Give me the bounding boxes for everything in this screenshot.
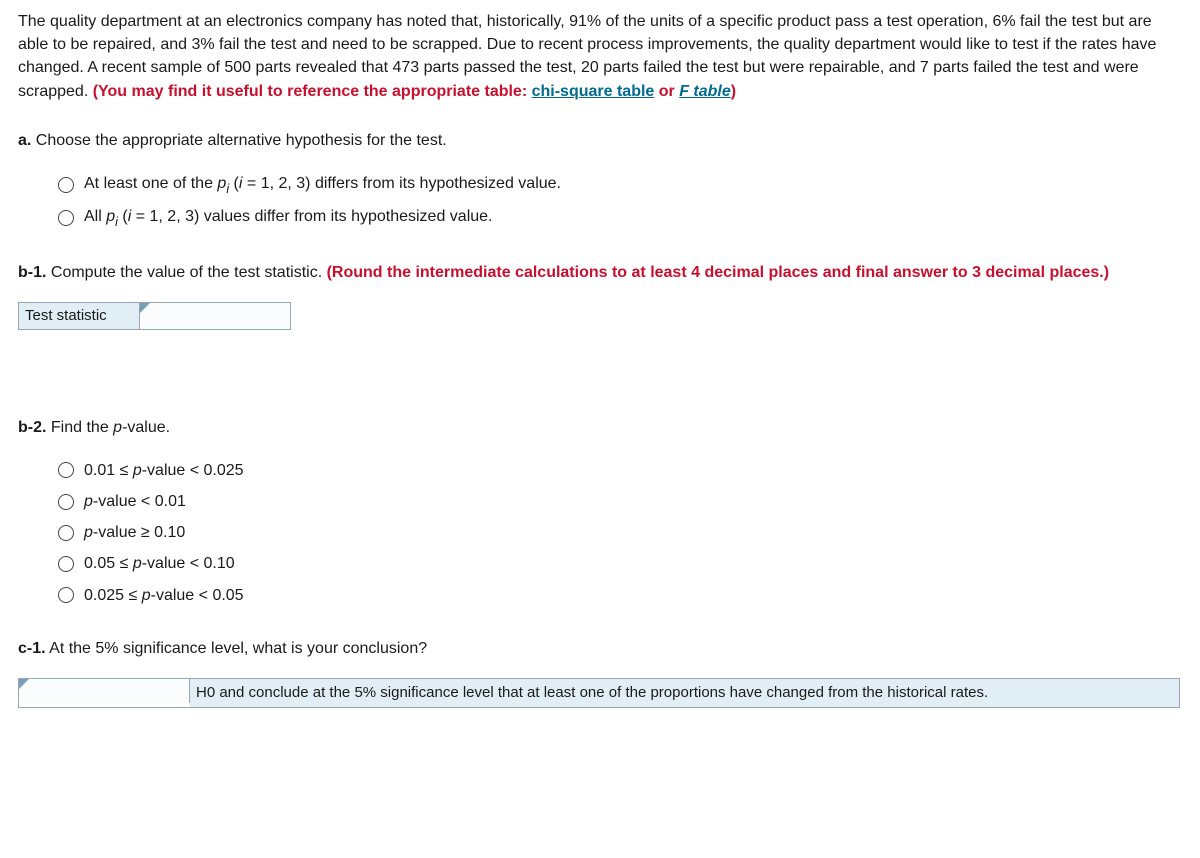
conclusion-text: H0 and conclude at the 5% significance l…: [190, 679, 1179, 707]
o5b: -value < 0.05: [151, 587, 244, 604]
radio-icon[interactable]: [58, 556, 74, 572]
option-a2-text: All pi (i = 1, 2, 3) values differ from …: [84, 205, 493, 230]
part-c1-text: At the 5% significance level, what is yo…: [46, 640, 428, 657]
part-a-options: At least one of the pi (i = 1, 2, 3) dif…: [58, 172, 1182, 231]
option-b2-5-text: 0.025 ≤ p-value < 0.05: [84, 584, 244, 607]
opt1-post: (i = 1, 2, 3) differs from its hypothesi…: [229, 175, 561, 192]
option-b2-2-text: p-value < 0.01: [84, 490, 186, 513]
option-b2-1[interactable]: 0.01 ≤ p-value < 0.025: [58, 459, 1182, 482]
o1b: -value < 0.025: [142, 462, 244, 479]
radio-icon[interactable]: [58, 494, 74, 510]
opt1-sub: i: [226, 182, 229, 196]
option-b2-4[interactable]: 0.05 ≤ p-value < 0.10: [58, 552, 1182, 575]
part-b2-label: b-2.: [18, 419, 46, 436]
o2p: p: [84, 493, 93, 510]
part-b1-label: b-1.: [18, 264, 46, 281]
part-c1-label: c-1.: [18, 640, 46, 657]
question-page: The quality department at an electronics…: [0, 0, 1200, 738]
opt2-pre: All: [84, 208, 106, 225]
option-b2-4-text: 0.05 ≤ p-value < 0.10: [84, 552, 235, 575]
part-b2-heading: b-2. Find the p-value.: [18, 416, 1182, 439]
radio-icon[interactable]: [58, 462, 74, 478]
test-statistic-label: Test statistic: [19, 302, 140, 329]
problem-statement: The quality department at an electronics…: [18, 10, 1182, 103]
option-a1-text: At least one of the pi (i = 1, 2, 3) dif…: [84, 172, 561, 197]
o3b: -value ≥ 0.10: [93, 524, 185, 541]
o1a: 0.01 ≤: [84, 462, 133, 479]
opt1-p: p: [217, 175, 226, 192]
o4a: 0.05 ≤: [84, 555, 133, 572]
o3p: p: [84, 524, 93, 541]
opt2-p: p: [106, 208, 115, 225]
option-b2-1-text: 0.01 ≤ p-value < 0.025: [84, 459, 244, 482]
f-table-link[interactable]: F table: [679, 83, 731, 100]
opt2-sub: i: [115, 215, 118, 229]
part-b2-options: 0.01 ≤ p-value < 0.025 p-value < 0.01 p-…: [58, 459, 1182, 607]
o5a: 0.025 ≤: [84, 587, 142, 604]
conclusion-dropdown[interactable]: [19, 679, 190, 703]
input-corner-icon: [19, 679, 29, 689]
radio-icon[interactable]: [58, 587, 74, 603]
test-statistic-table: Test statistic: [18, 302, 291, 330]
o2b: -value < 0.01: [93, 493, 186, 510]
part-b1-text: Compute the value of the test statistic.: [46, 264, 326, 281]
option-b2-3[interactable]: p-value ≥ 0.10: [58, 521, 1182, 544]
option-b2-3-text: p-value ≥ 0.10: [84, 521, 185, 544]
radio-icon[interactable]: [58, 177, 74, 193]
o4b: -value < 0.10: [142, 555, 235, 572]
part-b1-red: (Round the intermediate calculations to …: [327, 264, 1109, 281]
hint-close: ): [731, 83, 736, 100]
part-a-text: Choose the appropriate alternative hypot…: [31, 132, 446, 149]
chi-square-table-link[interactable]: chi-square table: [532, 83, 655, 100]
part-b2-text-pre: Find the: [46, 419, 113, 436]
part-b2-text-post: -value.: [122, 419, 170, 436]
input-corner-icon: [140, 303, 150, 313]
option-b2-5[interactable]: 0.025 ≤ p-value < 0.05: [58, 584, 1182, 607]
radio-icon[interactable]: [58, 525, 74, 541]
opt1-pre: At least one of the: [84, 175, 217, 192]
part-c1-heading: c-1. At the 5% significance level, what …: [18, 637, 1182, 660]
part-a-heading: a. Choose the appropriate alternative hy…: [18, 129, 1182, 152]
option-b2-2[interactable]: p-value < 0.01: [58, 490, 1182, 513]
o1p: p: [133, 462, 142, 479]
o5p: p: [142, 587, 151, 604]
option-a2[interactable]: All pi (i = 1, 2, 3) values differ from …: [58, 205, 1182, 230]
o4p: p: [133, 555, 142, 572]
opt2-post: (i = 1, 2, 3) values differ from its hyp…: [118, 208, 493, 225]
part-b1-heading: b-1. Compute the value of the test stati…: [18, 261, 1182, 284]
conclusion-row: H0 and conclude at the 5% significance l…: [18, 678, 1180, 708]
hint-lead: (You may find it useful to reference the…: [93, 83, 532, 100]
test-statistic-input[interactable]: [140, 302, 291, 329]
hint-or: or: [654, 83, 679, 100]
option-a1[interactable]: At least one of the pi (i = 1, 2, 3) dif…: [58, 172, 1182, 197]
part-a-label: a.: [18, 132, 31, 149]
radio-icon[interactable]: [58, 210, 74, 226]
part-b2-p: p: [113, 419, 122, 436]
